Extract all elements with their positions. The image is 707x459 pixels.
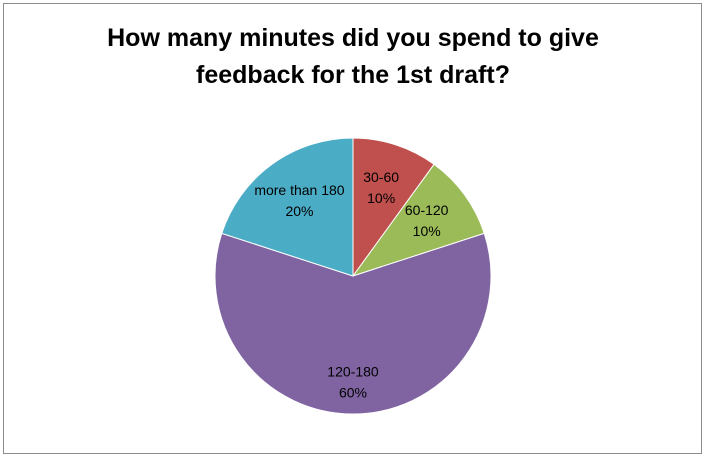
slice-category-label: more than 180 [254, 182, 344, 198]
chart-frame [3, 3, 702, 454]
slice-value-label: 20% [285, 203, 313, 219]
pie-slice [214, 232, 492, 415]
pie-slice [352, 137, 435, 278]
slice-category-label: 30-60 [363, 169, 399, 185]
slice-category-label: 60-120 [405, 202, 449, 218]
pie-slice [351, 163, 485, 277]
slice-value-label: 10% [367, 190, 395, 206]
slice-category-label: 120-180 [327, 363, 379, 379]
slice-value-label: 10% [413, 223, 441, 239]
pie-slice [221, 137, 354, 277]
slice-value-label: 60% [339, 384, 367, 400]
chart-title: How many minutes did you spend to give f… [107, 24, 599, 89]
